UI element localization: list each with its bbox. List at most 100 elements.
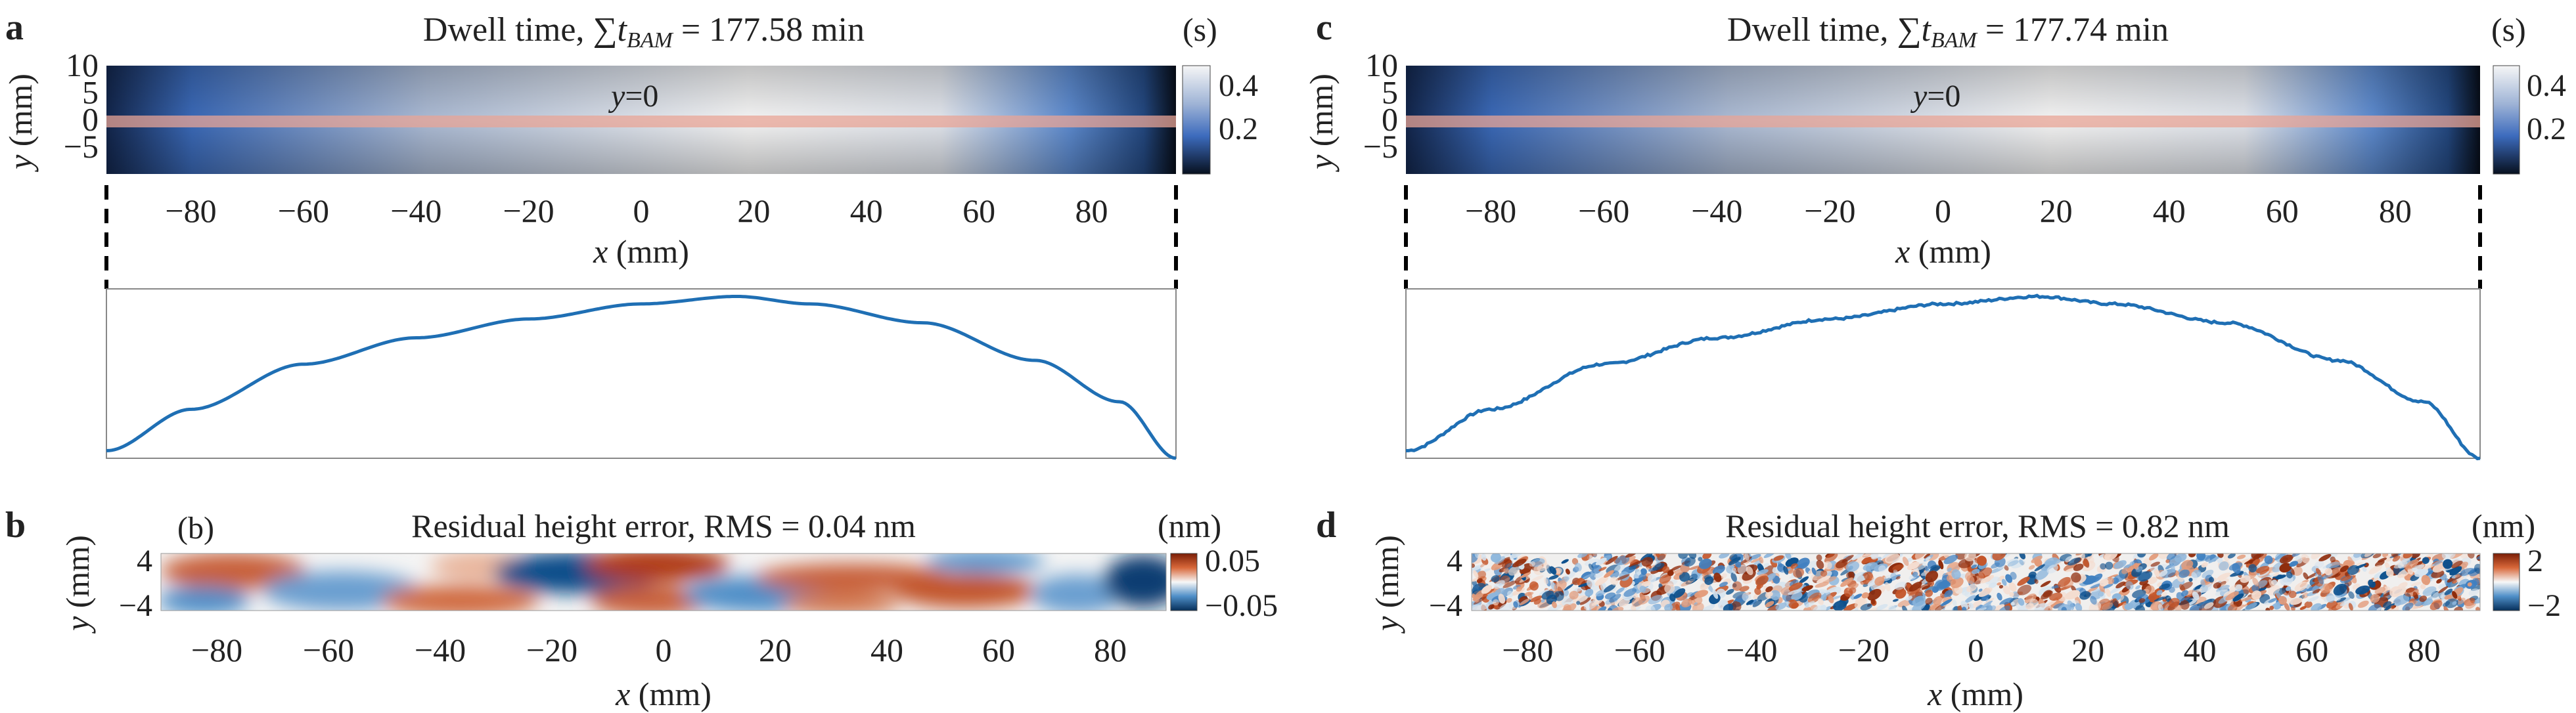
noise-speck <box>1597 606 1607 611</box>
noise-speck <box>2470 597 2475 603</box>
noise-speck <box>1588 605 1601 611</box>
panel-a-title: Dwell time, ∑tBAM = 177.58 min <box>423 11 865 53</box>
noise-speck <box>1964 595 1976 603</box>
noise-speck <box>2065 590 2080 600</box>
x-var: x <box>1927 676 1942 712</box>
noise-speck <box>1930 565 1939 569</box>
noise-speck <box>1472 563 1475 568</box>
y-unit: (mm) <box>2 74 39 155</box>
c-xticks-label: 40 <box>2153 192 2186 229</box>
noise-speck <box>1694 590 1709 598</box>
noise-speck <box>2089 601 2102 611</box>
noise-speck <box>1815 582 1830 588</box>
noise-speck <box>2339 597 2351 603</box>
noise-speck <box>1498 557 1511 565</box>
colorbar-c-tick-high: 0.4 <box>2527 68 2566 103</box>
x-unit: (mm) <box>608 233 689 270</box>
noise-speck <box>2012 591 2020 599</box>
noise-speck <box>1531 575 1544 582</box>
noise-speck <box>1605 555 1618 565</box>
d-xticks-label: −20 <box>1838 632 1889 668</box>
noise-speck <box>1498 594 1506 604</box>
noise-speck <box>1490 553 1501 563</box>
noise-speck <box>1748 553 1761 560</box>
noise-speck <box>2348 591 2355 599</box>
x-ticks-c: −80 −60 −40 −20 0 20 40 60 80 <box>1465 192 2412 229</box>
noise-speck <box>2017 584 2031 595</box>
noise-speck <box>1640 568 1647 575</box>
noise-speck <box>1902 556 1909 567</box>
c-xticks-label: −80 <box>1465 192 1516 229</box>
noise-speck <box>2001 578 2007 586</box>
noise-speck <box>1681 598 1692 608</box>
x-unit: (mm) <box>630 676 712 712</box>
d-xticks-label: −40 <box>1726 632 1777 668</box>
noise-speck <box>2088 586 2098 592</box>
x-ticks-d: −80 −60 −40 −20 0 20 40 60 80 <box>1502 632 2441 668</box>
noise-speck <box>2238 571 2244 576</box>
noise-speck <box>1483 568 1491 573</box>
noise-speck <box>2438 586 2449 594</box>
noise-speck <box>2301 592 2309 599</box>
y-unit: (mm) <box>1303 74 1340 155</box>
c-xticks-label: −60 <box>1578 192 1629 229</box>
d-xticks-label: 20 <box>2071 632 2104 668</box>
noise-speck <box>1688 565 1702 571</box>
noise-speck <box>2376 607 2383 611</box>
noise-speck <box>1481 585 1492 594</box>
noise-speck <box>1616 574 1630 581</box>
c-xticks-label: 80 <box>2379 192 2412 229</box>
noise-speck <box>1648 595 1663 605</box>
noise-speck <box>1863 562 1878 571</box>
noise-speck <box>2292 553 2301 557</box>
noise-speck <box>2429 600 2443 611</box>
noise-speck <box>2135 605 2145 611</box>
noise-speck <box>1730 573 1737 582</box>
noise-speck <box>2341 575 2352 581</box>
panel-a: a Dwell time, ∑tBAM = 177.58 min (s) y=0… <box>2 7 1258 460</box>
noise-speck <box>1481 553 1487 561</box>
noise-speck <box>1524 592 1532 596</box>
noise-speck <box>2201 562 2208 568</box>
y0-line-a <box>106 116 1176 127</box>
noise-speck <box>1892 564 1905 571</box>
noise-speck <box>1554 580 1567 592</box>
noise-speck <box>1473 570 1479 578</box>
noise-speck <box>2217 553 2224 558</box>
noise-speck <box>2372 553 2382 559</box>
noise-speck <box>1767 592 1773 597</box>
noise-speck <box>2061 607 2067 611</box>
noise-speck <box>1820 570 1828 577</box>
noise-speck <box>2234 604 2245 611</box>
noise-speck <box>2264 555 2273 565</box>
noise-speck <box>2336 597 2347 603</box>
noise-speck <box>2324 595 2336 603</box>
noise-speck <box>2304 601 2313 608</box>
noise-speck <box>2431 591 2445 600</box>
b-xticks-label: 60 <box>982 632 1015 668</box>
noise-speck <box>1472 597 1477 601</box>
a-xticks-label: 0 <box>633 192 650 229</box>
noise-speck <box>1664 603 1673 611</box>
noise-speck <box>1752 599 1763 607</box>
a-xticks-label: 60 <box>962 192 995 229</box>
noise-speck <box>1549 566 1557 574</box>
noise-speck <box>1565 569 1570 575</box>
title-prefix: Dwell time, <box>1727 11 1897 49</box>
noise-speck <box>1765 601 1774 607</box>
noise-speck <box>2159 583 2171 590</box>
noise-speck <box>1921 585 1931 590</box>
noise-speck <box>2242 567 2249 571</box>
noise-speck <box>1731 601 1742 611</box>
title-t: t <box>618 11 628 49</box>
noise-speck <box>1978 587 1993 597</box>
noise-speck <box>2019 559 2024 566</box>
noise-speck <box>2330 556 2336 563</box>
noise-speck <box>2057 576 2071 588</box>
noise-speck <box>1698 558 1712 569</box>
noise-speck <box>1520 572 1531 578</box>
noise-speck <box>1603 584 1616 593</box>
noise-speck <box>1822 576 1837 583</box>
noise-speck <box>2259 569 2269 575</box>
